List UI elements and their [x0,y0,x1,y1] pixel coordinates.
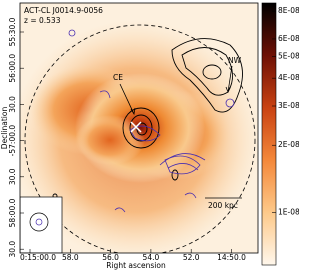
figure: ACT-CL J0014.9-0056 z = 0.533 CE NW 200 … [0,2,299,270]
y-tick-label: 30.0 [8,241,17,258]
colorbar-tick-label: 8E-08 [278,6,299,15]
y-tick-label: 55:30.0 [8,17,17,46]
y-tick-label: 58:00.0 [8,198,17,227]
x-tick-label: 52.0 [183,253,200,262]
colorbar [261,2,277,266]
y-tick-label: -57:00.0 [8,125,17,157]
y-axis-label: Declination [0,107,9,150]
colorbar-tick-label: 4E-08 [278,73,299,82]
x-tick-label: 56.0 [102,253,119,262]
colorbar-tick-label: 2E-08 [278,140,299,149]
x-tick-label: 14:50.0 [217,253,246,262]
x-axis-label: Right ascension [106,261,166,270]
redshift: z = 0.533 [24,16,61,25]
colorbar-tick-label: 3E-08 [278,101,299,110]
y-tick-label: 30.0 [8,96,17,113]
y-tick-label: 56:00.0 [8,54,17,83]
cluster-name: ACT-CL J0014.9-0056 [24,6,103,15]
x-tick-label: 0:15:00.0 [20,253,56,262]
image [20,3,258,253]
x-tick-label: 58.0 [62,253,79,262]
plot-frame [19,2,259,254]
colorbar-tick-label: 6E-08 [278,34,299,43]
scalebar-label: 200 kpc [208,201,238,210]
x-tick-label: 54.0 [143,253,160,262]
colorbar-tick-label: 5E-08 [278,52,299,61]
annotation: CE [113,73,123,82]
colorbar-tick-label: 1E-08 [278,207,299,216]
annotation: NW [228,56,242,65]
y-tick-label: 30.0 [8,168,17,185]
